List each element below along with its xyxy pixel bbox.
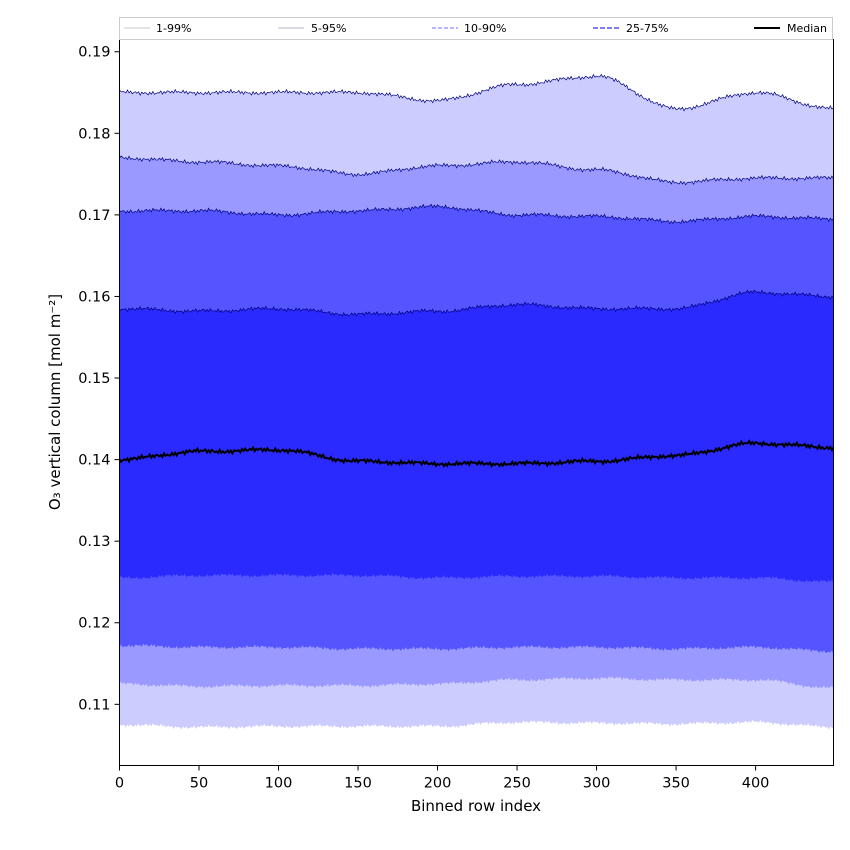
median-layer: [118, 439, 835, 469]
y-tick-label: 0.17: [78, 208, 110, 224]
x-tick-label: 200: [424, 776, 452, 792]
y-tick-label: 0.14: [78, 453, 110, 469]
legend-label-1-99: 1-99%: [156, 22, 191, 35]
y-tick-label: 0.11: [78, 697, 110, 713]
x-tick-label: 400: [742, 776, 770, 792]
legend-label-5-95: 5-95%: [311, 22, 346, 35]
legend-box: [119, 17, 833, 40]
x-tick-label: 250: [503, 776, 531, 792]
band-upper-edge-10-90: [119, 203, 834, 225]
legend-label-25-75: 25-75%: [626, 22, 668, 35]
y-tick-label: 0.13: [78, 534, 110, 550]
band-fill-25-75: [119, 290, 834, 583]
legend-label-10-90: 10-90%: [464, 22, 506, 35]
band-upper-edge-1-99: [119, 73, 834, 112]
band-upper-edge-25-75: [119, 289, 834, 317]
x-axis-ticks: 0 50 100 150 200 250 300 350 400: [115, 765, 770, 792]
x-axis-label: Binned row index: [411, 797, 541, 815]
y-tick-label: 0.18: [78, 126, 110, 142]
x-tick-label: 50: [190, 776, 208, 792]
y-axis-label: O₃ vertical column [mol m⁻²]: [46, 294, 64, 510]
legend-label-median: Median: [787, 22, 827, 35]
y-tick-label: 0.16: [78, 289, 110, 305]
x-tick-label: 300: [583, 776, 611, 792]
y-axis-ticks: 0.11 0.12 0.13 0.14 0.15 0.16 0.17 0.18 0.19: [78, 45, 120, 713]
bands-layer: [119, 73, 834, 730]
y-tick-label: 0.19: [78, 45, 110, 61]
x-tick-label: 150: [344, 776, 372, 792]
x-tick-label: 100: [265, 776, 293, 792]
x-tick-label: 350: [662, 776, 690, 792]
band-upper-edge-5-95: [119, 155, 834, 186]
x-tick-label: 0: [115, 776, 124, 792]
median-line: [118, 439, 835, 469]
legend: 1-99% 5-95% 10-90% 25-75% Median: [119, 17, 833, 40]
y-tick-label: 0.12: [78, 616, 110, 632]
y-tick-label: 0.15: [78, 371, 110, 387]
